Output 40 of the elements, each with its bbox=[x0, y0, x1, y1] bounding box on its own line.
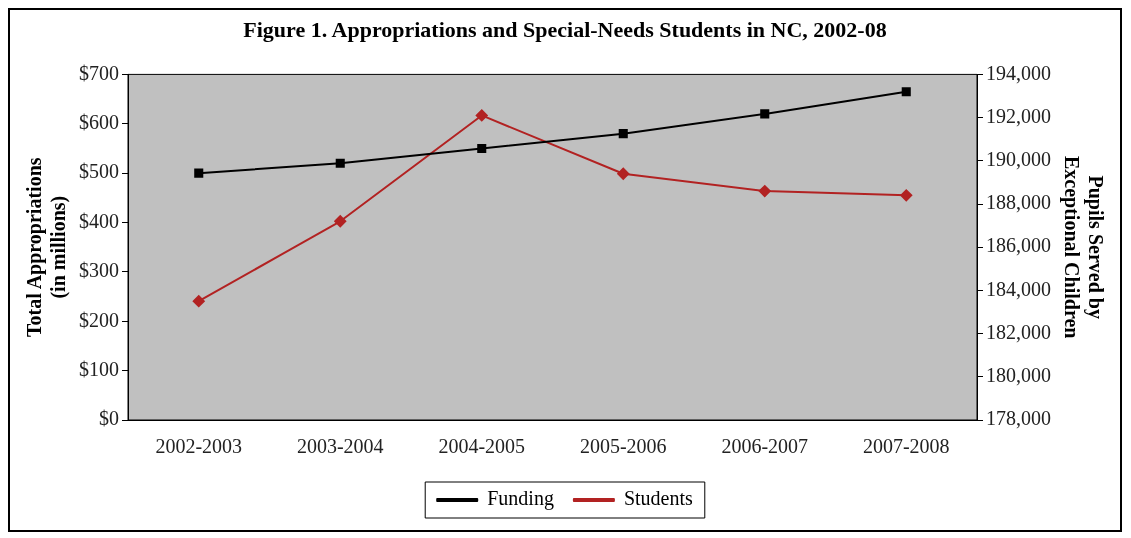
y-tick-label: $600 bbox=[79, 111, 119, 134]
point bbox=[194, 168, 204, 178]
x-tick-label: 2002-2003 bbox=[155, 435, 243, 458]
point bbox=[617, 167, 630, 180]
point bbox=[335, 158, 345, 168]
legend-label: Students bbox=[623, 487, 693, 510]
point bbox=[475, 109, 488, 122]
y2-tick-label: 184,000 bbox=[986, 277, 1051, 300]
chart-title: Figure 1. Appropriations and Special-Needs Students in NC, 2002-08 bbox=[243, 16, 887, 42]
point bbox=[901, 87, 911, 97]
point bbox=[334, 215, 347, 228]
y2-tick-label: 186,000 bbox=[986, 234, 1051, 257]
x-tick-label: 2003-2004 bbox=[296, 435, 384, 458]
y-tick-label: $500 bbox=[79, 160, 119, 183]
x-tick-label: 2004-2005 bbox=[438, 435, 526, 458]
x-tick-label: 2007-2008 bbox=[862, 435, 950, 458]
x-tick-label: 2006-2007 bbox=[721, 435, 809, 458]
y-tick-label: $700 bbox=[79, 61, 119, 84]
point bbox=[758, 185, 771, 198]
point bbox=[618, 129, 628, 139]
point bbox=[900, 189, 913, 202]
y2-tick-label: 194,000 bbox=[986, 61, 1051, 84]
x-tick-label: 2005-2006 bbox=[579, 435, 667, 458]
y2-tick-label: 190,000 bbox=[986, 148, 1051, 171]
y2-tick-label: 188,000 bbox=[986, 191, 1051, 214]
point bbox=[760, 109, 770, 119]
y2-tick-label: 178,000 bbox=[986, 407, 1051, 430]
y-tick-label: $0 bbox=[99, 407, 119, 430]
y2-tick-label: 182,000 bbox=[986, 320, 1051, 343]
point bbox=[192, 295, 205, 308]
y-axis-title: Total Appropriations (in millions) bbox=[23, 157, 71, 337]
y2-tick-label: 192,000 bbox=[986, 104, 1051, 127]
y-tick-label: $200 bbox=[79, 308, 119, 331]
y-tick-label: $100 bbox=[79, 357, 119, 380]
point bbox=[477, 143, 487, 153]
y2-tick-label: 180,000 bbox=[986, 364, 1051, 387]
y-tick-label: $400 bbox=[79, 209, 119, 232]
legend-label: Funding bbox=[487, 487, 554, 511]
y2-axis-title: Pupils Served by Exceptional Children bbox=[1059, 155, 1107, 339]
y-tick-label: $300 bbox=[79, 259, 119, 282]
